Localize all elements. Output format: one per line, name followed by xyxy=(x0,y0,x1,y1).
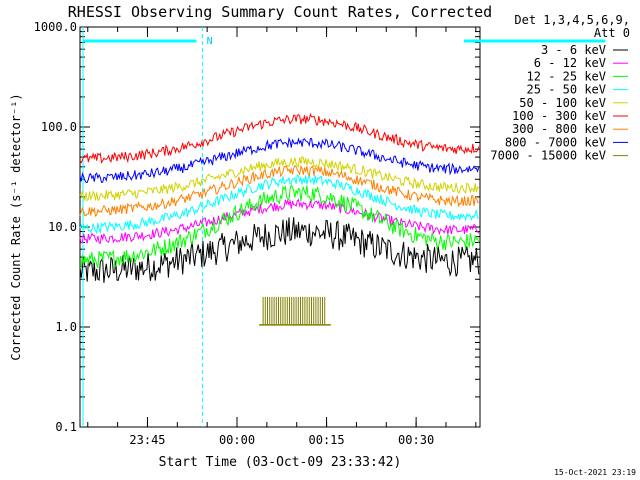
series-line-3 xyxy=(79,173,479,235)
series-line-1 xyxy=(79,198,480,244)
x-tick-label-0: 23:45 xyxy=(129,433,165,447)
legend-label-7: 800 - 7000 keV xyxy=(505,135,606,149)
x-axis: 23:45 00:00 00:15 00:30 xyxy=(87,27,477,447)
legend-label-6: 300 - 800 keV xyxy=(512,122,606,136)
footer-date: 15-Oct-2021 23:19 xyxy=(554,468,636,477)
legend-label-1: 6 - 12 keV xyxy=(534,56,606,70)
y-axis-label: Corrected Count Rate (s⁻¹ detector⁻¹) xyxy=(9,93,23,360)
attenuator-spikes xyxy=(259,296,331,326)
y-tick-label-2: 10.0 xyxy=(48,220,77,234)
y-tick-label-0: 0.1 xyxy=(55,420,77,434)
series-line-2 xyxy=(79,184,480,269)
series-line-4 xyxy=(79,155,480,202)
legend-label-5: 100 - 300 keV xyxy=(512,109,606,123)
series-line-5 xyxy=(79,112,480,164)
legend-header-line-2: Att 0 xyxy=(594,26,630,40)
legend-label-0: 3 - 6 keV xyxy=(541,43,606,57)
x-tick-label-1: 00:00 xyxy=(219,433,255,447)
series-line-6 xyxy=(79,164,480,218)
legend-label-2: 12 - 25 keV xyxy=(527,69,606,83)
chart-title: RHESSI Observing Summary Count Rates, Co… xyxy=(68,3,492,21)
series-line-7 xyxy=(79,136,480,184)
x-tick-label-3: 00:30 xyxy=(398,433,434,447)
n-marker-label: N xyxy=(207,36,213,47)
x-axis-label: Start Time (03-Oct-09 23:33:42) xyxy=(159,455,402,470)
legend-label-4: 50 - 100 keV xyxy=(519,96,606,110)
legend-label-3: 25 - 50 keV xyxy=(527,83,606,97)
y-tick-label-3: 100.0 xyxy=(41,120,77,134)
legend-label-8: 7000 - 15000 keV xyxy=(490,149,606,163)
y-tick-label-1: 1.0 xyxy=(55,320,77,334)
x-tick-label-2: 00:15 xyxy=(309,433,345,447)
legend-header-line-1: Det 1,3,4,5,6,9, xyxy=(514,13,630,27)
y-tick-label-4: 1000.0 xyxy=(34,20,77,34)
series-line-0 xyxy=(79,217,480,283)
y-axis: 0.1 1.0 10.0 100.0 1000.0 xyxy=(34,20,480,434)
series-layer xyxy=(79,112,480,283)
